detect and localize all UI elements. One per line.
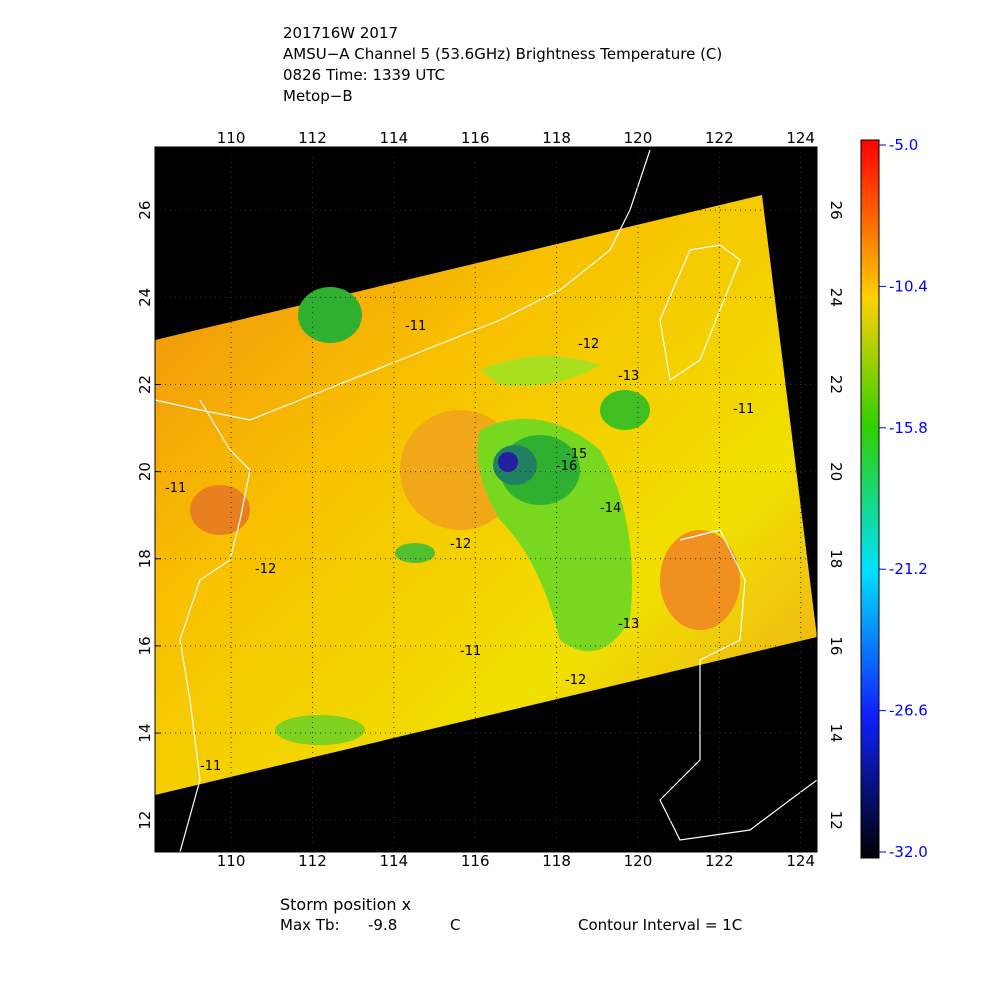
x-tick-label: 122 [705,129,734,147]
contour-label: -14 [600,501,621,516]
contour-label: -13 [618,369,639,384]
y-tick-label: 18 [136,549,154,568]
cold-area [298,287,362,343]
contour-label: -11 [165,481,186,496]
x-tick-label: 124 [786,129,815,147]
x-tick-label: 120 [624,129,653,147]
max-tb-value: -9.8 [368,916,397,934]
colorbar-label: -10.4 [889,277,928,295]
contour-label: -13 [618,617,639,632]
frame [154,146,818,853]
y-tick-label: 20 [827,462,845,481]
contour-labels: -12 -13 -11 -15 -16 -14 -12 -12 -11 -12 … [165,319,754,774]
header: 201716W 2017 AMSU−A Channel 5 (53.6GHz) … [283,24,722,105]
x-tick-label: 116 [461,129,490,147]
y-tick-label: 20 [136,462,154,481]
x-tick-label: 122 [705,852,734,870]
x-tick-label: 118 [542,852,571,870]
storm-position: Storm position x [280,895,411,914]
max-tb-label: Max Tb: [280,916,340,934]
contour-label: -15 [566,447,587,462]
x-tick-label: 124 [786,852,815,870]
y-tick-label: 22 [827,375,845,394]
y-tick-label: 16 [136,636,154,655]
title-line: 201716W 2017 [283,24,398,42]
contour-label: -12 [450,537,471,552]
x-tick-label: 112 [298,852,327,870]
footer: Storm position x Max Tb: -9.8 C Contour … [280,895,742,934]
contour-label: -16 [556,459,577,474]
y-tick-label: 14 [136,724,154,743]
colorbar-label: -26.6 [889,702,928,720]
x-tick-label: 110 [217,852,246,870]
x-tick-label: 120 [624,852,653,870]
y-tick-label: 16 [827,636,845,655]
x-tick-label: 114 [380,129,409,147]
x-tick-label: 114 [380,852,409,870]
cold-area [395,543,435,563]
y-tick-label: 14 [827,724,845,743]
contour-label: -11 [200,759,221,774]
x-tick-label: 118 [542,129,571,147]
grid [155,147,817,852]
y-tick-label: 22 [136,375,154,394]
y-tick-label: 18 [827,549,845,568]
colorbar [860,139,880,859]
title-line: 0826 Time: 1339 UTC [283,66,445,84]
cold-area [480,356,600,386]
contour-label: -11 [405,319,426,334]
x-tick-label: 112 [298,129,327,147]
contour-label: -11 [460,644,481,659]
cold-area [600,390,650,430]
cold-area [275,715,365,745]
y-tick-label: 12 [136,811,154,830]
coastline [155,149,817,852]
contour-label: -12 [565,673,586,688]
warm-area [190,485,250,535]
x-tick-label: 110 [217,129,246,147]
contour-label: -12 [255,562,276,577]
x-tick-label: 116 [461,852,490,870]
colorbar-label: -21.2 [889,560,928,578]
map-area: -12 -13 -11 -15 -16 -14 -12 -12 -11 -12 … [155,147,817,852]
contour-label: -11 [733,402,754,417]
y-tick-label: 24 [136,288,154,307]
colorbar-label: -32.0 [889,843,928,861]
colorbar-label: -5.0 [889,136,918,154]
title-line: AMSU−A Channel 5 (53.6GHz) Brightness Te… [283,45,722,63]
max-tb-unit: C [450,916,460,934]
warm-area [660,530,740,630]
y-tick-label: 26 [827,201,845,220]
y-tick-label: 12 [827,811,845,830]
colorbar-label: -15.8 [889,419,928,437]
y-tick-label: 26 [136,201,154,220]
contour-interval: Contour Interval = 1C [578,916,742,934]
contour-label: -12 [578,337,599,352]
storm-core [498,452,518,472]
y-tick-label: 24 [827,288,845,307]
title-line: Metop−B [283,87,353,105]
